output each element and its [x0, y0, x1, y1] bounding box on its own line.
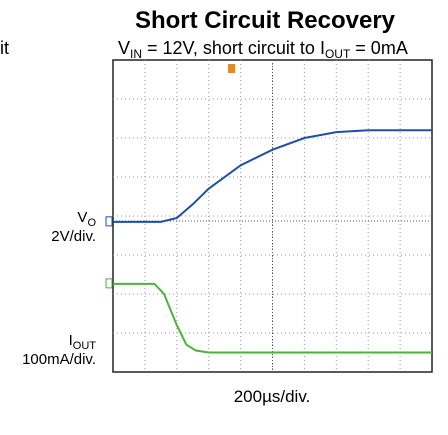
subtitle-part: = 12V, short circuit to I [142, 38, 325, 58]
label-main: I [69, 332, 73, 349]
trace [113, 282, 432, 354]
trace-scale: 100mA/div. [22, 351, 96, 368]
label-sub: OUT [73, 340, 97, 352]
trace-scale: 2V/div. [51, 228, 96, 245]
trace-label: IOUT [69, 332, 97, 352]
side-text: it [0, 38, 9, 58]
subtitle-part: = 0mA [350, 38, 408, 58]
trace-label: VO [77, 209, 96, 229]
label-sub: O [87, 217, 96, 229]
subtitle-sub: IN [130, 47, 142, 61]
channel-marker [105, 216, 113, 227]
subtitle-part: V [118, 38, 130, 58]
trace [113, 129, 432, 223]
subtitle-sub: OUT [325, 47, 351, 61]
trigger-marker [228, 64, 235, 73]
x-axis-label: 200µs/div. [234, 387, 311, 406]
chart-subtitle: VIN = 12V, short circuit to IOUT = 0mA [118, 38, 408, 61]
chart-title: Short Circuit Recovery [135, 7, 396, 34]
label-main: V [77, 209, 87, 226]
channel-marker [105, 278, 113, 289]
